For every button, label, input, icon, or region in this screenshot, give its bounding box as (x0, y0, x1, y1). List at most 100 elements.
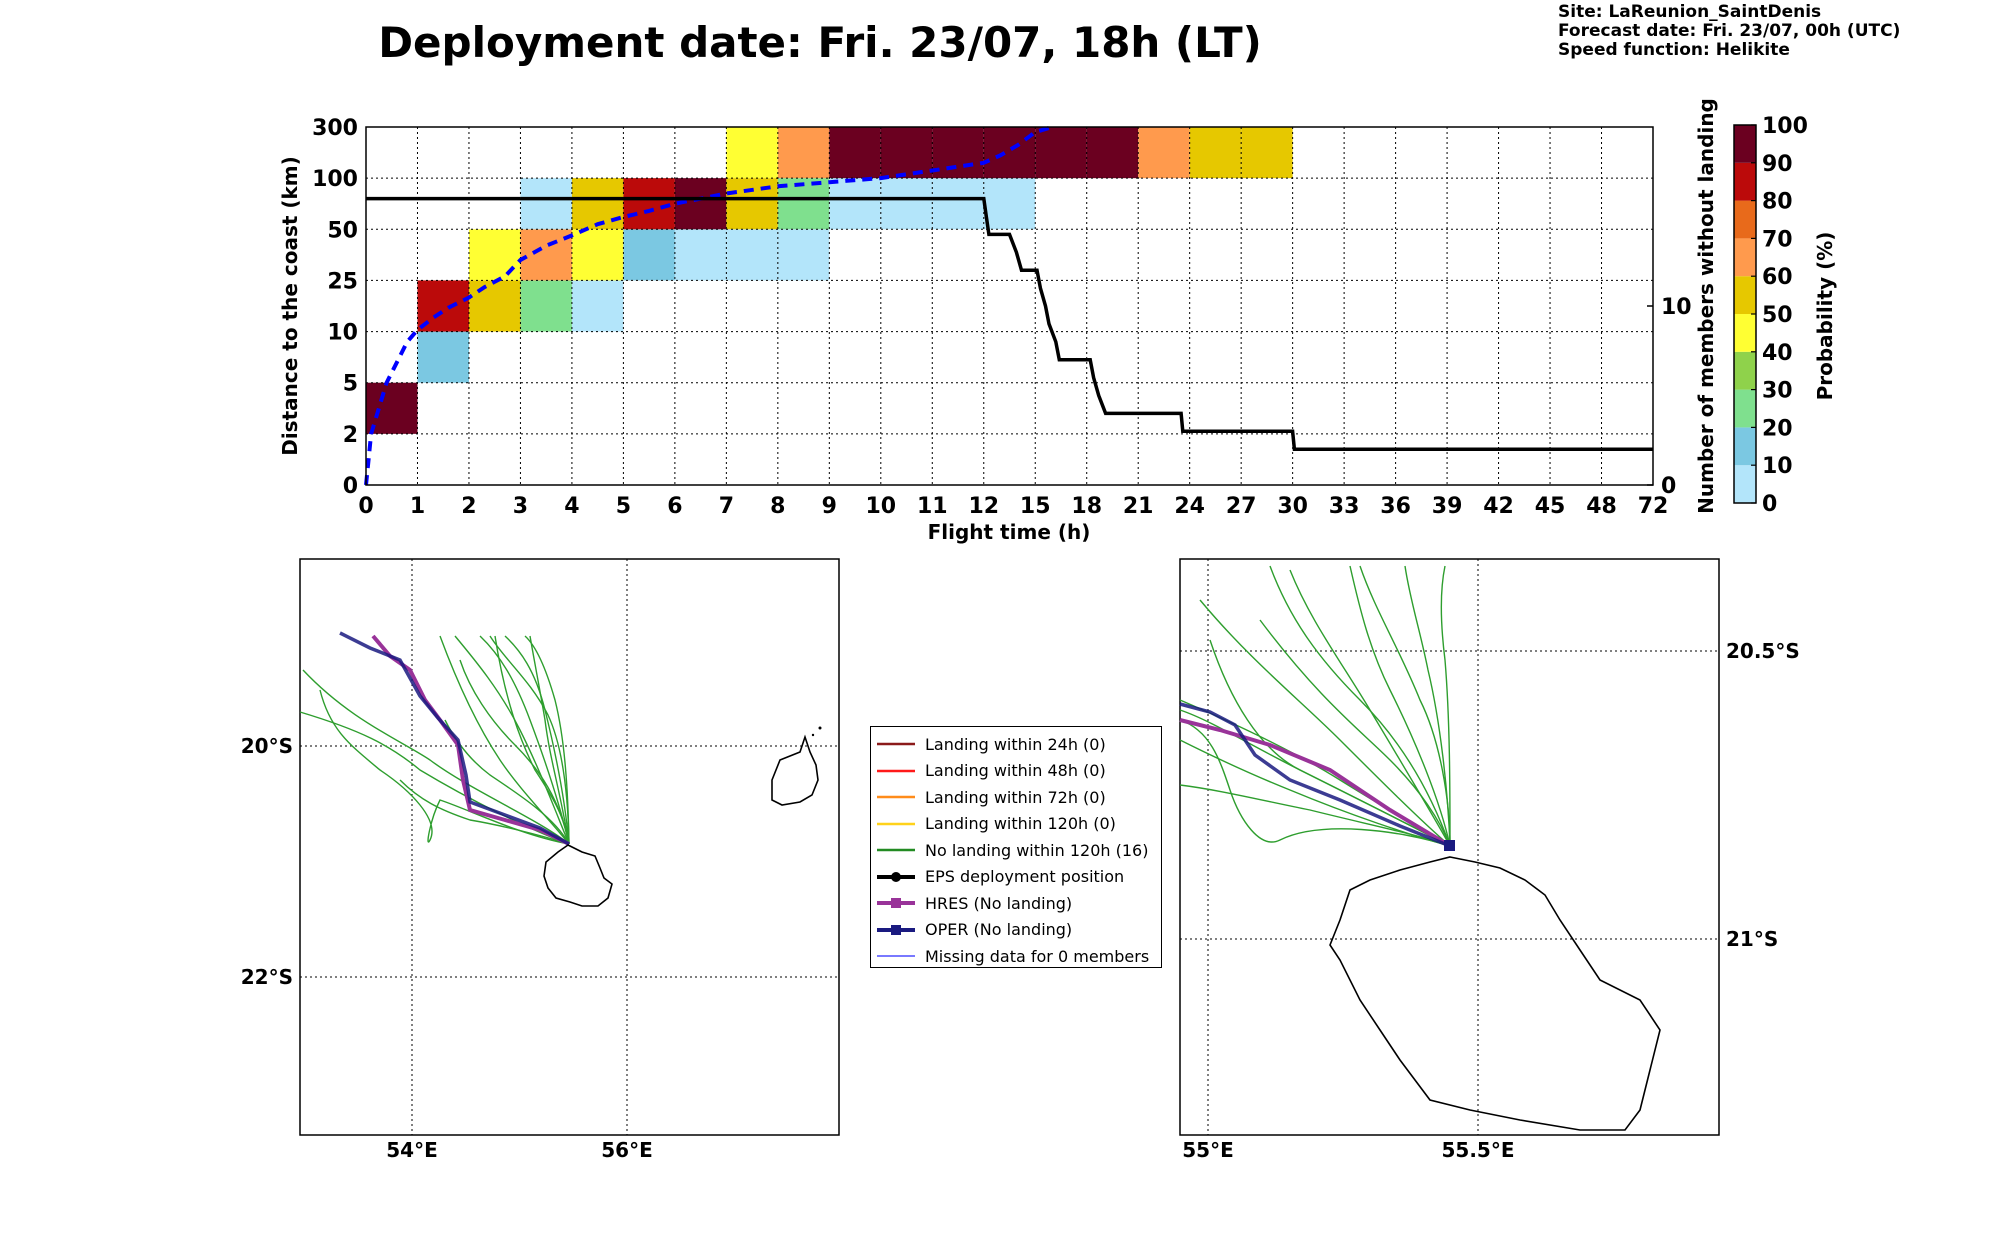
x-tick-label: 9 (822, 494, 837, 519)
legend-label: HRES (No landing) (925, 893, 1073, 913)
heatmap-cell (983, 127, 1036, 179)
y-tick-label: 10 (327, 321, 358, 346)
colorbar-tick-label: 50 (1762, 303, 1793, 328)
left-map-lon-56: 56°E (601, 1138, 653, 1162)
heatmap-cell (726, 229, 778, 281)
legend-label: Missing data for 0 members (925, 946, 1150, 966)
x-tick-label: 42 (1483, 494, 1514, 519)
colorbar-segment (1734, 125, 1756, 163)
speed-function-label: Speed function: Helikite (1558, 40, 1790, 60)
colorbar-tick-label: 70 (1762, 227, 1793, 252)
heatmap-cell (571, 229, 624, 281)
heatmap-cell (880, 127, 933, 179)
colorbar-tick-label: 10 (1762, 454, 1793, 479)
right-map-lon-55: 55°E (1182, 1138, 1234, 1162)
colorbar-segment (1734, 427, 1756, 466)
x-tick-label: 1 (410, 494, 425, 519)
colorbar-segment (1734, 351, 1756, 390)
colorbar-tick-label: 90 (1762, 152, 1793, 177)
legend-label: Landing within 72h (0) (925, 787, 1106, 807)
heatmap-cell (520, 178, 572, 230)
x-tick-label: 10 (865, 494, 896, 519)
legend-swatch (877, 898, 915, 909)
x-tick-label: 12 (968, 494, 999, 519)
x-tick-label: 3 (513, 494, 528, 519)
legend-swatch (877, 955, 915, 957)
legend-item: OPER (No landing) (875, 917, 1161, 944)
colorbar-segment (1734, 276, 1756, 314)
legend-swatch (877, 769, 915, 772)
reunion-island-right (1329, 856, 1661, 1131)
colorbar-tick-label: 20 (1762, 416, 1793, 441)
oper-track-right (1179, 702, 1451, 848)
colorbar-tick-label: 30 (1762, 379, 1793, 404)
y-tick-label: 5 (343, 372, 358, 397)
colorbar-segment (1734, 238, 1756, 277)
left-map-lon-54: 54°E (386, 1138, 438, 1162)
members-without-landing-curve (366, 196, 1653, 451)
colorbar-segment (1734, 200, 1756, 239)
x-tick-label: 18 (1071, 494, 1102, 519)
heatmap-cell (829, 127, 881, 179)
right-map-lat-205: 20.5°S (1726, 639, 1800, 663)
heatmap-cell (777, 127, 830, 179)
x-tick-label: 7 (719, 494, 734, 519)
x-tick-label: 36 (1380, 494, 1411, 519)
heatmap-cell (932, 178, 984, 230)
heatmap-cell (932, 127, 984, 179)
x-tick-label: 15 (1020, 494, 1051, 519)
x-tick-label: 5 (616, 494, 631, 519)
x-axis-label: Flight time (h) (928, 520, 1091, 544)
right-map-lon-555: 55.5°E (1441, 1138, 1514, 1162)
colorbar: 0 10 20 30 40 50 60 70 80 90 100 (1733, 114, 1808, 517)
y-right-tick-label: 0 (1661, 474, 1676, 499)
y-tick-label: 100 (312, 167, 358, 192)
legend-swatch (877, 924, 915, 935)
colorbar-tick-label: 60 (1762, 265, 1793, 290)
x-tick-label: 72 (1638, 494, 1669, 519)
y-axis-right-label: Number of members without landing (1694, 98, 1718, 514)
x-tick-label: 8 (770, 494, 785, 519)
heatmap-cell (880, 178, 933, 230)
colorbar-segment (1734, 314, 1756, 352)
forecast-date-label: Forecast date: Fri. 23/07, 00h (UTC) (1558, 21, 1901, 41)
heatmap-cell (1035, 127, 1087, 179)
reunion-island-left (543, 844, 613, 907)
legend-swatch (877, 849, 915, 852)
left-map-lat-20: 20°S (241, 734, 293, 758)
heatmap-cell (674, 229, 727, 281)
heatmap-cell (1138, 127, 1190, 179)
y-tick-label: 25 (327, 269, 358, 294)
x-tick-label: 11 (917, 494, 948, 519)
heatmap-cell (1241, 127, 1293, 179)
x-tick-label: 0 (358, 494, 373, 519)
colorbar-tick-label: 0 (1762, 492, 1777, 517)
y-tick-label: 50 (327, 218, 358, 243)
legend-item: Missing data for 0 members (875, 943, 1161, 970)
hres-track-right (1179, 718, 1452, 848)
heatmap-cell (417, 331, 469, 383)
x-tick-label: 6 (667, 494, 682, 519)
deployment-marker (1444, 840, 1455, 851)
legend-item: Landing within 48h (0) (875, 758, 1161, 785)
x-tick-label: 27 (1226, 494, 1257, 519)
heatmap-cell (829, 178, 881, 230)
site-label: Site: LaReunion_SaintDenis (1558, 2, 1822, 22)
legend-item: Landing within 72h (0) (875, 784, 1161, 811)
heatmap-cell (777, 229, 830, 281)
colorbar-tick-label: 100 (1762, 114, 1808, 139)
x-tick-label: 33 (1329, 494, 1360, 519)
colorbar-segment (1734, 465, 1756, 503)
heatmap-cell (983, 178, 1036, 230)
legend-item: HRES (No landing) (875, 890, 1161, 917)
legend-swatch (877, 743, 915, 746)
chart-title: Deployment date: Fri. 23/07, 18h (LT) (378, 18, 1262, 67)
heatmap-cell (623, 178, 675, 230)
x-tick-label: 24 (1174, 494, 1205, 519)
heatmap-ticks: 0 1 2 3 4 5 6 7 8 9 10 11 12 15 18 21 24 27 30 33 36 39 42 45 48… (312, 116, 1692, 519)
legend-swatch (877, 796, 915, 799)
site-info-block: Site: LaReunion_SaintDenis Forecast date… (1558, 3, 1900, 60)
colorbar-tick-label: 80 (1762, 190, 1793, 215)
heatmap-cell (571, 280, 624, 332)
